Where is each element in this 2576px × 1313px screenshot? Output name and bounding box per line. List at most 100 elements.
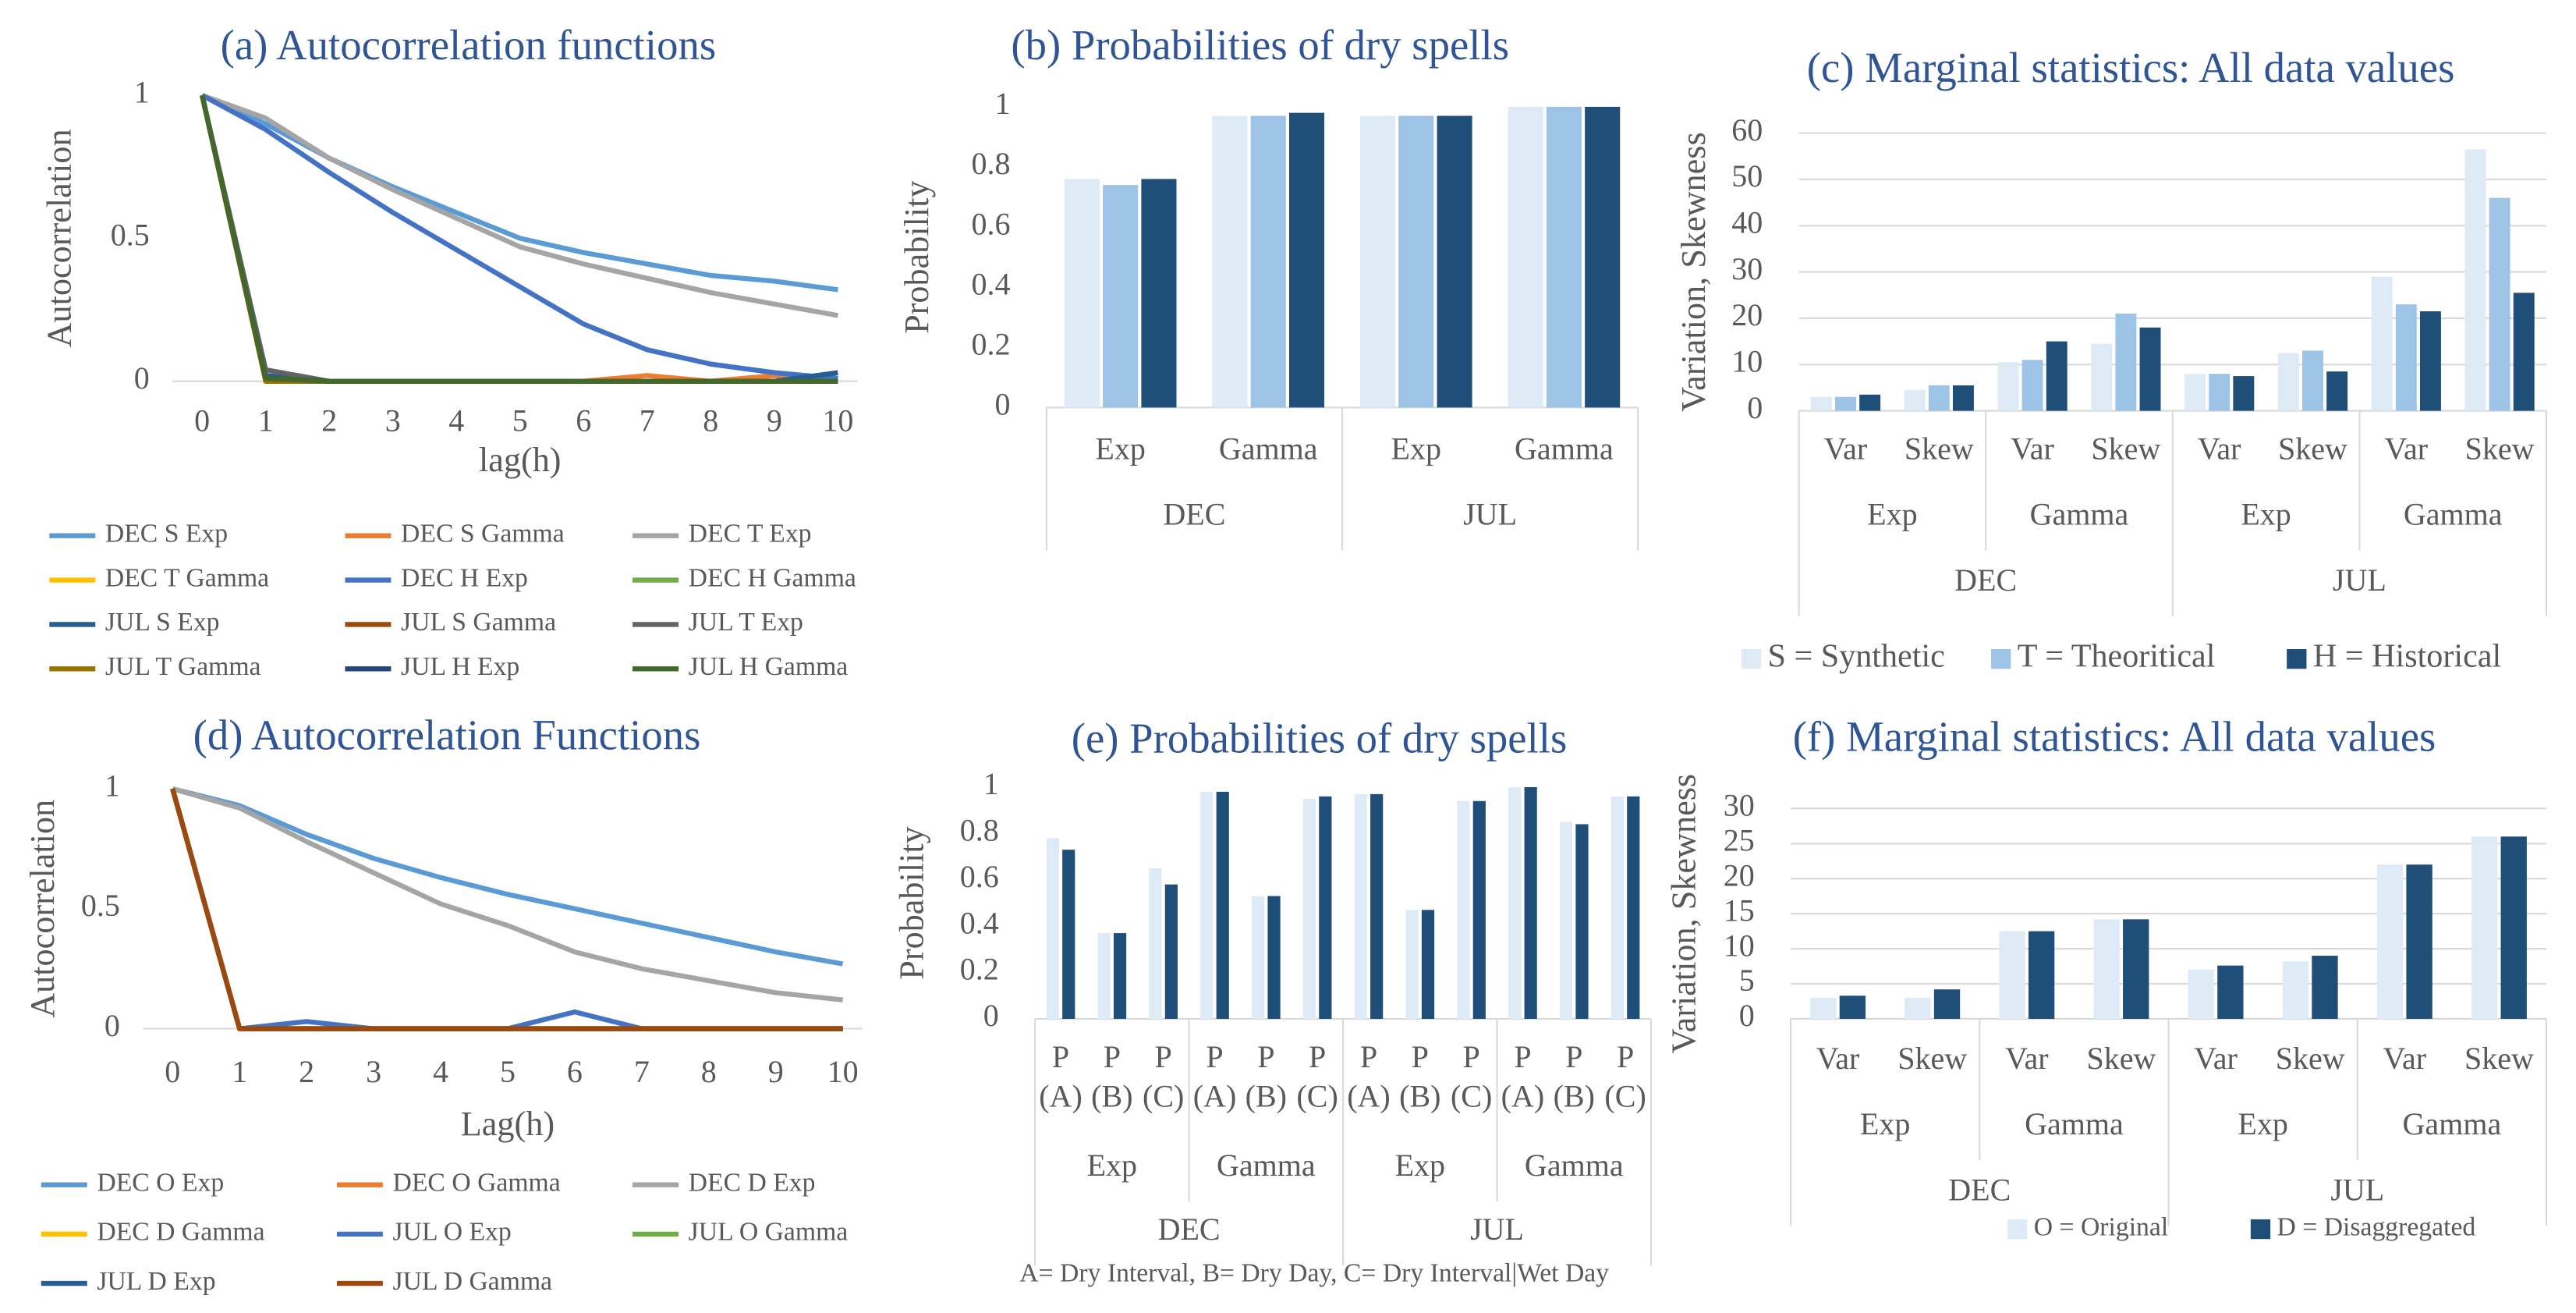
y-tick-label: 0	[983, 998, 999, 1033]
bar	[1405, 910, 1419, 1019]
bar	[1999, 931, 2025, 1019]
legend-label: JUL D Exp	[97, 1267, 215, 1296]
bar	[2123, 919, 2149, 1019]
x-tick-label: Skew	[2091, 431, 2160, 466]
series-line	[200, 93, 838, 381]
x-tick-label: (C)	[1296, 1078, 1338, 1113]
bar	[1200, 791, 1214, 1019]
y-tick-label: 1	[134, 74, 150, 109]
bar	[1046, 838, 1059, 1019]
x-tick-label: 5	[500, 1054, 516, 1089]
x-tick-label: 1	[232, 1054, 247, 1089]
legend-label: JUL S Exp	[105, 608, 220, 637]
bar	[2489, 197, 2510, 411]
series-line	[201, 93, 838, 318]
y-axis-title: Autocorrelation	[40, 129, 78, 347]
bar	[2395, 304, 2417, 411]
y-tick-label: 30	[1724, 788, 1755, 823]
bar	[2188, 970, 2214, 1019]
bar	[1421, 910, 1435, 1019]
x-tick-label: P	[1206, 1039, 1223, 1074]
x-tick-label: Skew	[2276, 1041, 2345, 1076]
x-tick-label: 4	[433, 1054, 448, 1089]
bar	[1250, 115, 1286, 408]
bar	[1952, 385, 1974, 411]
group-label: Exp	[2241, 497, 2291, 532]
bar	[1319, 796, 1332, 1019]
group-label: Exp	[1867, 497, 1917, 532]
y-tick-label: 0	[105, 1008, 120, 1043]
series-line	[200, 94, 838, 384]
chart-title: (a) Autocorrelation functions	[221, 21, 717, 69]
y-axis-title: Variation, Skewness	[1674, 132, 1713, 412]
x-tick-label: (A)	[1347, 1078, 1391, 1113]
group-label: Exp	[1395, 1148, 1445, 1183]
group-label: Gamma	[1525, 1148, 1624, 1183]
x-tick-label: P	[1257, 1039, 1274, 1074]
x-tick-label: 7	[640, 403, 655, 438]
y-tick-label: 0	[1739, 998, 1755, 1033]
bar	[2376, 864, 2404, 1019]
x-tick-label: 10	[822, 403, 853, 438]
legend-label: DEC O Exp	[97, 1168, 224, 1197]
bar	[2217, 965, 2244, 1019]
x-tick-label: 1	[258, 403, 274, 438]
y-tick-label: 0	[995, 387, 1011, 422]
y-tick-label: 0.2	[960, 952, 999, 987]
y-axis-title: Autocorrelation	[23, 800, 62, 1018]
legend-label: DEC D Gamma	[97, 1218, 264, 1247]
y-tick-label: 25	[1724, 822, 1755, 857]
group-label: Gamma	[2404, 497, 2503, 532]
legend-label: DEC O Gamma	[393, 1168, 561, 1197]
legend-label: O = Original	[2034, 1212, 2168, 1241]
group-label: DEC	[1158, 1212, 1221, 1247]
x-tick-label: (C)	[1604, 1078, 1646, 1113]
bar	[1810, 396, 1832, 411]
y-tick-label: 1	[105, 768, 120, 803]
x-tick-label: Var	[2385, 431, 2429, 466]
chart-title: (e) Probabilities of dry spells	[1072, 715, 1568, 762]
bar	[1933, 989, 1961, 1019]
legend-label: JUL D Gamma	[393, 1267, 553, 1296]
legend-swatch	[2250, 1219, 2271, 1240]
bar	[1559, 822, 1573, 1019]
x-tick-label: 2	[299, 1054, 314, 1089]
legend-swatch	[2007, 1219, 2028, 1240]
legend-label: DEC S Gamma	[401, 519, 565, 548]
y-tick-label: 0.5	[81, 888, 120, 923]
x-tick-label: Var	[2011, 431, 2054, 466]
legend-label: DEC T Exp	[689, 519, 812, 548]
group-label: Gamma	[1217, 1148, 1316, 1183]
y-tick-label: 0.6	[960, 859, 999, 894]
legend-swatch	[1741, 649, 1762, 669]
x-tick-label: Var	[1816, 1041, 1860, 1076]
x-tick-label: P	[1617, 1039, 1634, 1074]
bar	[2139, 327, 2161, 411]
x-tick-label: (B)	[1091, 1078, 1132, 1113]
x-tick-label: P	[1565, 1039, 1582, 1074]
legend-label: JUL O Exp	[393, 1218, 512, 1247]
y-tick-label: 0.4	[960, 905, 999, 940]
series-line	[172, 786, 844, 967]
bar	[2046, 341, 2068, 411]
group-label: Gamma	[2030, 497, 2129, 532]
x-tick-label: 8	[703, 403, 718, 438]
legend-label: JUL T Exp	[689, 608, 803, 637]
y-axis-title: Variation, Skewness	[1665, 774, 1703, 1054]
y-tick-label: 50	[1731, 158, 1763, 193]
x-tick-label: Skew	[2278, 431, 2347, 466]
legend-label: DEC H Exp	[401, 563, 528, 592]
y-tick-label: 20	[1731, 297, 1763, 332]
bar	[2021, 360, 2043, 411]
bar	[1359, 115, 1396, 408]
bar	[1398, 115, 1434, 408]
x-tick-label: Skew	[2465, 431, 2535, 466]
bar	[2091, 343, 2113, 411]
legend-swatch	[2287, 649, 2307, 669]
x-tick-label: Skew	[2087, 1041, 2156, 1076]
bar	[2500, 836, 2527, 1019]
bar	[2277, 353, 2299, 411]
x-tick-label: Skew	[2464, 1041, 2534, 1076]
x-tick-label: Exp	[1095, 431, 1145, 466]
